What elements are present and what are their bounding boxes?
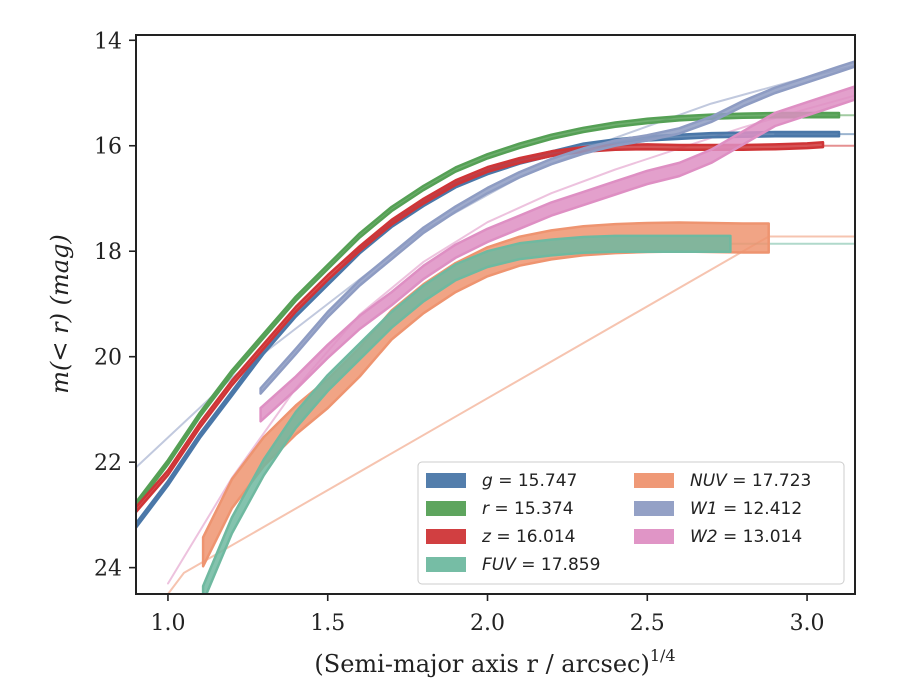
legend-swatch — [426, 557, 466, 572]
x-axis: 1.0 1.5 2.0 2.5 3.0 — [150, 594, 825, 636]
legend-item-g: g = 15.747 — [426, 471, 577, 491]
legend-band-value: = 13.014 — [718, 527, 803, 547]
legend-band-value: = 17.723 — [727, 471, 812, 491]
y-tick-label: 24 — [94, 557, 122, 582]
legend-band-name: g — [482, 471, 493, 491]
series-layer — [136, 60, 855, 594]
legend-band-value: = 16.014 — [491, 527, 576, 547]
legend-item-fuv: FUV = 17.859 — [426, 555, 600, 575]
legend-swatch — [634, 473, 674, 488]
y-axis-label: m(< r) (mag) — [46, 234, 74, 393]
legend-item-w1: W1 = 12.412 — [634, 499, 802, 519]
x-axis-label-text: (Semi-major axis r / arcsec) — [314, 650, 649, 678]
profile-band-z — [136, 141, 825, 514]
legend-swatch — [426, 529, 466, 544]
legend-item-w2: W2 = 13.014 — [634, 527, 802, 547]
legend-box — [417, 461, 845, 585]
profile-band-fuv — [201, 234, 732, 594]
y-tick-label: 22 — [94, 451, 122, 476]
legend-item-z: z = 16.014 — [426, 527, 575, 547]
x-axis-label-superscript: 1/4 — [650, 646, 676, 665]
legend-band-name: r — [482, 499, 490, 519]
legend-band-value: = 15.747 — [493, 471, 578, 491]
legend-item-r: r = 15.374 — [426, 499, 574, 519]
x-tick-label: 3.0 — [790, 611, 825, 636]
legend-label: r = 15.374 — [482, 499, 574, 519]
model-line-nuv — [166, 235, 855, 594]
legend-label: NUV = 17.723 — [690, 471, 811, 491]
legend-swatch — [634, 529, 674, 544]
legend-band-name: FUV — [482, 555, 517, 575]
profile-band-r — [136, 111, 841, 508]
x-tick-label: 2.0 — [470, 611, 505, 636]
legend-swatch — [426, 501, 466, 516]
x-axis-label: (Semi-major axis r / arcsec)1/4 — [314, 646, 675, 678]
plot-frame — [135, 34, 856, 595]
legend-band-name: W2 — [690, 527, 718, 547]
legend-item-nuv: NUV = 17.723 — [634, 471, 811, 491]
legend-band-value: = 17.859 — [516, 555, 601, 575]
legend-swatch — [426, 473, 466, 488]
legend-band-value: = 12.412 — [718, 499, 803, 519]
legend-swatch — [634, 501, 674, 516]
y-tick-label: 20 — [94, 346, 122, 371]
profile-band-w2 — [259, 85, 855, 423]
profile-band-w1 — [259, 60, 855, 395]
x-tick-label: 1.0 — [150, 611, 185, 636]
x-tick-label: 1.5 — [310, 611, 345, 636]
legend-label: FUV = 17.859 — [482, 555, 600, 575]
legend-band-name: NUV — [690, 471, 728, 491]
y-tick-label: 14 — [94, 29, 122, 54]
legend-band-name: W1 — [690, 499, 718, 519]
legend-label: z = 16.014 — [481, 527, 575, 547]
legend-band-value: = 15.374 — [489, 499, 574, 519]
y-tick-label: 18 — [94, 240, 122, 265]
x-tick-label: 2.5 — [630, 611, 665, 636]
y-axis: 14 16 18 20 22 24 — [94, 29, 136, 582]
legend-band-name: z — [481, 527, 492, 547]
legend-label: g = 15.747 — [482, 471, 577, 491]
legend-label: W1 = 12.412 — [690, 499, 802, 519]
legend-label: W2 = 13.014 — [690, 527, 802, 547]
y-tick-label: 16 — [94, 135, 122, 160]
